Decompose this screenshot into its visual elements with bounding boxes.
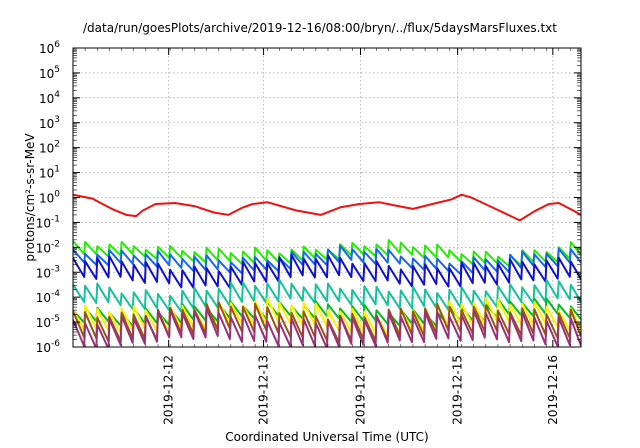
series-lines (73, 193, 581, 347)
x-tick-label: 2019-12-12 (162, 355, 176, 425)
y-tick-label: 103 (39, 115, 60, 131)
y-tick-label: 101 (39, 165, 60, 181)
y-tick-label: 100 (39, 190, 60, 206)
y-axis-ticks: 106 105 104 103 102 101 100 10-1 10-2 10-3 10-4 10-… (36, 40, 581, 355)
x-tick-label: 2019-12-16 (546, 355, 560, 425)
y-axis-title: protons/cm²-s-sr-MeV (23, 133, 37, 262)
series-line-4 (73, 253, 581, 289)
y-tick-label: 102 (39, 140, 60, 156)
y-tick-label: 104 (39, 90, 60, 106)
series-line-9 (73, 307, 581, 347)
y-tick-label: 10-5 (36, 314, 60, 330)
y-tick-label: 10-6 (36, 339, 61, 355)
y-tick-label: 10-2 (36, 239, 60, 255)
x-axis-title: Coordinated Universal Time (UTC) (225, 430, 429, 444)
series-line-1 (73, 193, 581, 222)
chart-title: /data/run/goesPlots/archive/2019-12-16/0… (83, 21, 557, 35)
y-tick-label: 105 (39, 65, 60, 81)
x-tick-label: 2019-12-15 (451, 355, 465, 425)
x-tick-label: 2019-12-13 (257, 355, 271, 425)
x-tick-label: 2019-12-14 (354, 355, 368, 425)
x-axis-ticks: 2019-12-12 2019-12-13 2019-12-14 2019-12-15… (72, 48, 572, 425)
y-tick-label: 10-1 (36, 214, 60, 230)
y-tick-label: 10-4 (36, 289, 61, 305)
y-tick-label: 10-3 (36, 264, 60, 280)
y-tick-label: 106 (39, 40, 60, 56)
